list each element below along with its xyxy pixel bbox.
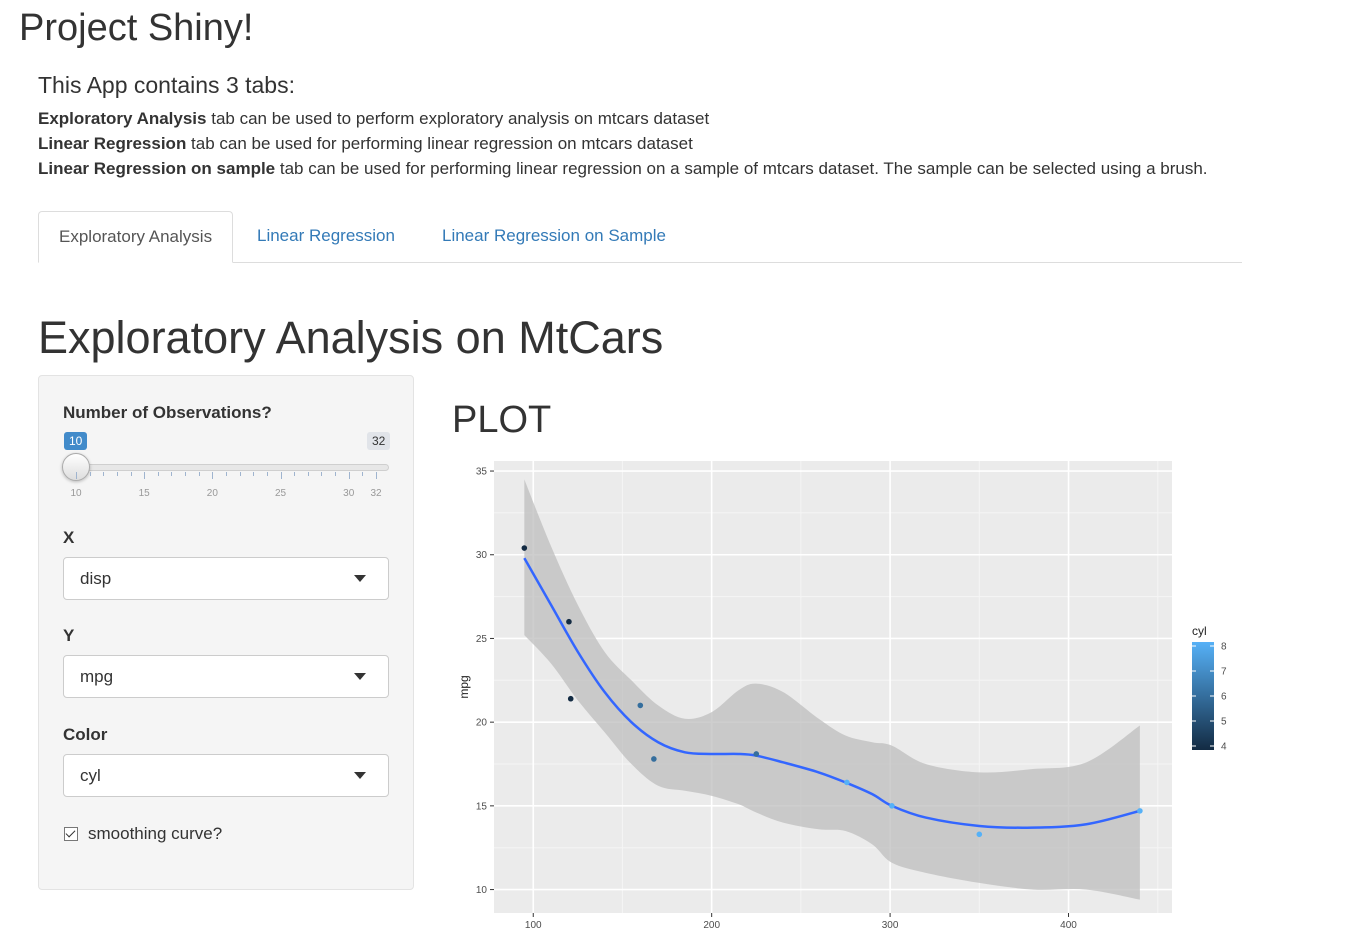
smooth-confidence-band xyxy=(524,479,1140,900)
data-point xyxy=(567,695,574,702)
y-select[interactable]: mpg xyxy=(63,655,389,698)
slider-tick-label: 30 xyxy=(343,488,355,499)
intro-section: This App contains 3 tabs: Exploratory An… xyxy=(38,70,1218,181)
x-tick-label: 100 xyxy=(525,920,542,931)
slider-tick-label: 20 xyxy=(206,488,218,499)
color-select-value: cyl xyxy=(80,766,101,785)
data-point xyxy=(753,751,760,757)
slider-tick xyxy=(198,472,200,476)
slider-tick xyxy=(144,472,146,479)
slider-tick-label: 25 xyxy=(274,488,287,499)
color-legend: cyl 8 7 6 5 4 xyxy=(1192,624,1227,753)
slider-tick xyxy=(253,472,255,476)
y-tick-label: 20 xyxy=(476,718,488,729)
slider-tick xyxy=(171,472,173,476)
data-point xyxy=(976,831,983,838)
smoothing-checkbox[interactable] xyxy=(64,827,78,841)
slider-tick xyxy=(376,472,377,479)
color-select[interactable]: cyl xyxy=(63,754,389,797)
intro-line-2-text: tab can be used for performing linear re… xyxy=(186,134,693,153)
chevron-down-icon xyxy=(354,575,366,582)
x-select[interactable]: disp xyxy=(63,557,389,600)
data-point xyxy=(651,756,657,762)
x-tick-label: 200 xyxy=(703,920,720,931)
legend-label: 7 xyxy=(1221,667,1227,678)
slider-tick xyxy=(185,472,187,476)
slider-tick-label: 32 xyxy=(370,488,382,499)
intro-heading: This App contains 3 tabs: xyxy=(38,72,295,98)
y-label: Y xyxy=(63,626,75,645)
smoothing-checkbox-label: smoothing curve? xyxy=(88,824,223,843)
chevron-down-icon xyxy=(354,673,366,680)
intro-line-2-bold: Linear Regression xyxy=(38,134,187,153)
data-point xyxy=(844,779,850,786)
slider-tick xyxy=(321,472,323,476)
slider-tick xyxy=(89,472,91,476)
x-tick-label: 400 xyxy=(1060,920,1077,931)
intro-line-1-bold: Exploratory Analysis xyxy=(38,109,207,128)
x-axis-label: disp xyxy=(822,933,844,935)
data-point xyxy=(566,618,572,625)
slider-max-badge: 32 xyxy=(367,432,391,450)
slider-tick xyxy=(212,472,214,479)
tab-linear-regression-on-sample[interactable]: Linear Regression on Sample xyxy=(442,226,666,245)
intro-description: Exploratory Analysis tab can be used to … xyxy=(38,106,1218,181)
smooth-curve xyxy=(523,557,1141,829)
data-point xyxy=(521,545,528,551)
data-point xyxy=(889,803,895,809)
y-tick-label: 10 xyxy=(476,885,488,896)
slider-tick xyxy=(280,472,282,479)
slider-value-badge: 10 xyxy=(64,432,88,450)
slider-tick xyxy=(157,472,159,476)
slider-tick xyxy=(307,472,309,476)
slider-tick-label: 10 xyxy=(70,488,82,499)
y-tick-label: 25 xyxy=(476,634,488,645)
app-title: Project Shiny! xyxy=(19,7,254,49)
slider-tick xyxy=(116,472,118,476)
slider-tick-label: 15 xyxy=(138,488,150,499)
plot-axes: 10 15 20 25 30 35 100 200 300 400 xyxy=(476,467,1077,931)
slider-tick xyxy=(362,472,364,476)
slider-tick xyxy=(103,472,105,476)
slider-tick xyxy=(76,472,77,479)
tab-linear-regression[interactable]: Linear Regression xyxy=(257,226,395,245)
legend-label: 6 xyxy=(1221,692,1227,703)
slider-label: Number of Observations? xyxy=(63,403,272,422)
slider-tick xyxy=(294,472,296,476)
plot-heading: PLOT xyxy=(452,399,552,441)
intro-line-3-text: tab can be used for performing linear re… xyxy=(275,159,1208,178)
tab-bar: Exploratory Analysis Linear Regression L… xyxy=(38,211,1242,263)
slider-track[interactable] xyxy=(76,464,389,471)
data-point xyxy=(637,702,644,709)
intro-line-1-text: tab can be used to perform exploratory a… xyxy=(206,109,710,128)
slider-tick xyxy=(239,472,241,476)
chevron-down-icon xyxy=(354,772,366,779)
intro-line-3-bold: Linear Regression on sample xyxy=(38,159,276,178)
tab-exploratory-analysis[interactable]: Exploratory Analysis xyxy=(38,211,234,263)
slider-tick xyxy=(130,472,132,476)
slider-tick xyxy=(226,472,227,476)
y-tick-label: 15 xyxy=(476,801,488,812)
y-tick-label: 35 xyxy=(476,467,488,478)
legend-label: 4 xyxy=(1221,742,1227,753)
color-label: Color xyxy=(63,725,108,744)
y-axis-label: mpg xyxy=(457,675,471,698)
slider-tick xyxy=(348,472,350,479)
slider-tick xyxy=(266,472,268,476)
x-tick-label: 300 xyxy=(882,920,899,931)
sidebar-panel: Number of Observations? 10 32 10 15 20 25 30… xyxy=(38,375,414,890)
slider-tick xyxy=(335,472,337,476)
x-label: X xyxy=(63,528,75,547)
legend-colorbar xyxy=(1192,642,1214,750)
data-points xyxy=(521,545,1143,838)
section-title: Exploratory Analysis on MtCars xyxy=(38,312,664,363)
x-select-value: disp xyxy=(80,569,112,588)
scatter-plot: 10 15 20 25 30 35 100 200 300 400 mpg disp cyl 8 7 6… xyxy=(457,461,1227,935)
legend-label: 5 xyxy=(1221,717,1227,728)
y-tick-label: 30 xyxy=(476,550,488,561)
data-point xyxy=(1137,808,1143,814)
legend-label: 8 xyxy=(1221,642,1227,653)
legend-title: cyl xyxy=(1192,624,1207,638)
y-select-value: mpg xyxy=(80,667,114,686)
